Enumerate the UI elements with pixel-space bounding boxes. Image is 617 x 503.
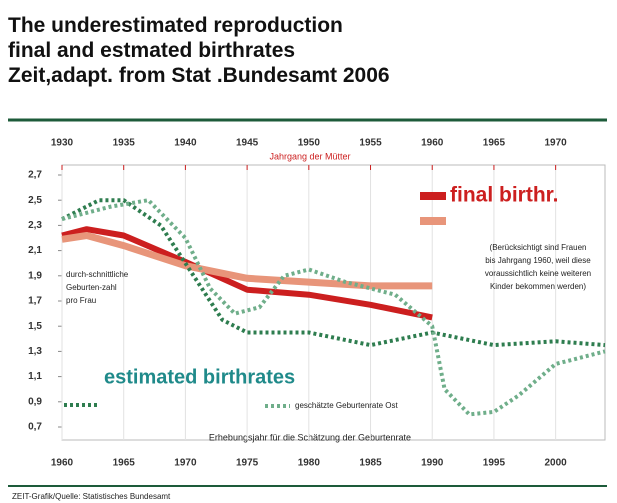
y-tick-label: 1,9	[28, 270, 42, 281]
x-tick-label: 1990	[421, 458, 444, 469]
series-line	[61, 198, 606, 348]
x2-tick-label: 1960	[421, 138, 444, 149]
y-tick-label: 2,5	[28, 195, 42, 206]
x2-tick-label: 1940	[174, 138, 197, 149]
x-tick-label: 1995	[483, 458, 506, 469]
x2-tick-label: 1935	[113, 138, 136, 149]
x2-axis-label: Jahrgang der Mütter	[269, 151, 350, 161]
annotation: durch-schnittliche Geburten-zahl pro Frau	[66, 270, 129, 305]
x-tick-label: 1965	[113, 458, 136, 469]
annotation: (Berücksichtigt sind Frauen bis Jahrgang …	[485, 243, 591, 291]
y-tick-label: 1,1	[28, 371, 42, 382]
x2-tick-label: 1970	[545, 138, 568, 149]
source: ZEIT-Grafik/Quelle: Statistisches Bundes…	[12, 492, 171, 501]
y-tick-label: 2,1	[28, 245, 42, 256]
y-tick-label: 0,9	[28, 396, 42, 407]
x2-tick-label: 1955	[359, 138, 382, 149]
y-tick-label: 2,3	[28, 220, 42, 231]
x2-tick-label: 1945	[236, 138, 259, 149]
x-tick-label: 2000	[545, 458, 568, 469]
legend-label: estimated birthrates	[104, 366, 295, 388]
x-axis-label: Erhebungsjahr für die Schätzung der Gebu…	[209, 432, 411, 442]
y-tick-label: 1,7	[28, 296, 42, 307]
x-tick-label: 1980	[298, 458, 321, 469]
series-line	[61, 226, 433, 321]
x2-tick-label: 1930	[51, 138, 74, 149]
x-tick-label: 1960	[51, 458, 74, 469]
y-tick-label: 0,7	[28, 422, 42, 433]
x2-tick-label: 1965	[483, 138, 506, 149]
title-line: final and estmated birthrates	[8, 39, 295, 62]
y-tick-label: 1,5	[28, 321, 42, 332]
y-tick-label: 1,3	[28, 346, 42, 357]
series-line	[61, 198, 606, 417]
title-line: The underestimated reproduction	[8, 14, 343, 37]
x2-tick-label: 1950	[298, 138, 321, 149]
series-line	[61, 232, 433, 290]
legend-label: final birthr.	[450, 184, 559, 207]
title-line: Zeit,adapt. from Stat .Bundesamt 2006	[8, 64, 390, 87]
legend-label: geschätzte Geburtenrate Ost	[295, 401, 399, 410]
x-tick-label: 1975	[236, 458, 259, 469]
y-tick-label: 2,7	[28, 170, 42, 181]
x-tick-label: 1970	[174, 458, 197, 469]
x-tick-label: 1985	[359, 458, 382, 469]
